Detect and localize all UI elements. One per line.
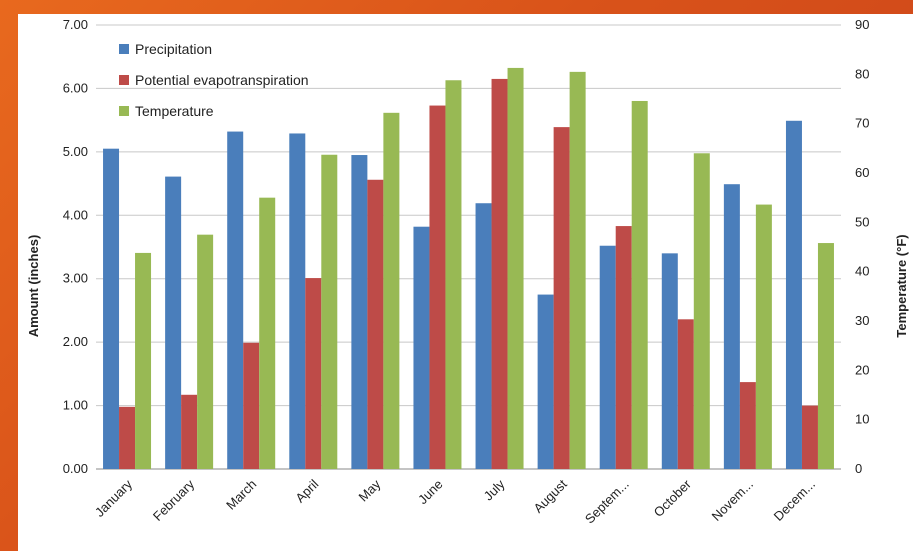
- x-tick-label: April: [292, 476, 321, 505]
- bar-potential-evapotranspiration: [677, 319, 694, 469]
- bar-precipitation: [289, 133, 306, 469]
- bar-precipitation: [661, 253, 678, 469]
- y-tick-label: 6.00: [63, 80, 88, 95]
- bar-precipitation: [599, 245, 616, 469]
- y-tick-label: 7.00: [63, 17, 88, 32]
- y2-tick-label: 60: [855, 165, 869, 180]
- bar-temperature: [445, 80, 462, 470]
- bar-potential-evapotranspiration: [553, 127, 570, 470]
- y2-tick-label: 30: [855, 313, 869, 328]
- bar-precipitation: [785, 120, 802, 469]
- y2-tick-label: 0: [855, 461, 862, 476]
- grid-lines: [96, 24, 841, 470]
- x-tick-label: July: [481, 476, 508, 503]
- legend-swatch-pet: [119, 75, 129, 85]
- legend-label-precipitation: Precipitation: [135, 41, 212, 57]
- x-tick-label: March: [223, 477, 259, 513]
- bar-potential-evapotranspiration: [243, 342, 260, 469]
- bar-potential-evapotranspiration: [305, 278, 322, 469]
- bar-temperature: [507, 67, 524, 470]
- x-tick-label: Decem...: [771, 477, 818, 524]
- bar-precipitation: [475, 203, 492, 469]
- bar-precipitation: [351, 155, 368, 469]
- bar-temperature: [197, 234, 214, 469]
- x-tick-label: August: [531, 476, 570, 515]
- bar-temperature: [755, 204, 772, 469]
- bar-potential-evapotranspiration: [739, 382, 756, 469]
- legend-swatch-precipitation: [119, 44, 129, 54]
- bar-temperature: [259, 197, 276, 469]
- bar-precipitation: [165, 176, 182, 469]
- bar-precipitation: [723, 184, 740, 469]
- bars: [103, 67, 834, 470]
- bar-potential-evapotranspiration: [429, 105, 446, 469]
- y-tick-label: 4.00: [63, 207, 88, 222]
- y2-tick-label: 70: [855, 116, 869, 131]
- bar-temperature: [817, 243, 834, 469]
- bar-chart: 0.00 1.00 2.00 3.00 4.00 5.00 6.00 7.00 0 10 20 30…: [26, 17, 909, 526]
- x-tick-label: January: [92, 476, 136, 520]
- chart-panel: 0.00 1.00 2.00 3.00 4.00 5.00 6.00 7.00 0 10 20 30…: [18, 14, 913, 551]
- bar-precipitation: [413, 226, 430, 469]
- x-tick-label: Septem...: [582, 477, 632, 527]
- y-tick-label: 1.00: [63, 398, 88, 413]
- x-tick-label: May: [356, 476, 384, 504]
- legend-swatch-temperature: [119, 106, 129, 116]
- bar-temperature: [383, 112, 400, 470]
- y2-tick-label: 10: [855, 412, 869, 427]
- bar-temperature: [693, 153, 710, 469]
- x-tick-label: Novem...: [709, 477, 756, 524]
- x-tick-label: June: [415, 477, 446, 508]
- y2-tick-label: 40: [855, 264, 869, 279]
- y-tick-label: 2.00: [63, 334, 88, 349]
- bar-temperature: [631, 100, 648, 470]
- x-tick-label: October: [651, 476, 695, 520]
- bar-potential-evapotranspiration: [367, 179, 384, 469]
- right-axis-ticks: 0 10 20 30 40 50 60 70 80 90: [855, 17, 869, 476]
- y2-tick-label: 90: [855, 17, 869, 32]
- x-tick-label: February: [150, 476, 198, 524]
- bar-temperature: [569, 71, 586, 469]
- y-axis-title: Amount (inches): [26, 235, 41, 338]
- bar-potential-evapotranspiration: [491, 78, 508, 470]
- bar-potential-evapotranspiration: [615, 226, 632, 469]
- bar-potential-evapotranspiration: [119, 406, 136, 469]
- bar-temperature: [321, 154, 338, 469]
- bar-temperature: [135, 252, 152, 469]
- legend: Precipitation Potential evapotranspirati…: [119, 41, 309, 119]
- y2-tick-label: 50: [855, 214, 869, 229]
- bar-precipitation: [103, 148, 120, 469]
- legend-label-pet: Potential evapotranspiration: [135, 72, 309, 88]
- y2-axis-title: Temperature (°F): [894, 234, 909, 337]
- y-tick-label: 3.00: [63, 271, 88, 286]
- left-axis-ticks: 0.00 1.00 2.00 3.00 4.00 5.00 6.00 7.00: [63, 17, 88, 476]
- y2-tick-label: 20: [855, 362, 869, 377]
- bar-precipitation: [227, 131, 244, 469]
- bar-potential-evapotranspiration: [801, 405, 818, 469]
- y-tick-label: 5.00: [63, 144, 88, 159]
- bar-potential-evapotranspiration: [181, 394, 198, 469]
- y-tick-label: 0.00: [63, 461, 88, 476]
- x-axis-ticks: January February March April May June July Augu…: [92, 476, 818, 526]
- legend-label-temperature: Temperature: [135, 103, 214, 119]
- y2-tick-label: 80: [855, 66, 869, 81]
- bar-precipitation: [537, 294, 554, 469]
